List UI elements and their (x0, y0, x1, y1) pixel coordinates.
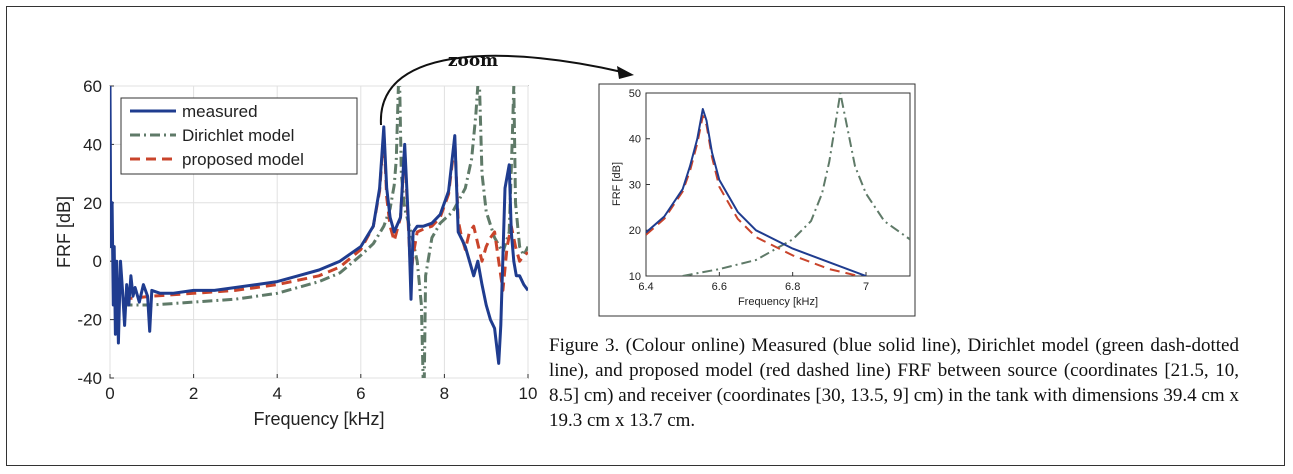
zoom-arrow-head (617, 66, 634, 79)
inset-x-tick-label: 6.4 (638, 281, 653, 293)
inset-chart: 6.4 6.6 6.8 7 10 20 30 40 50 Frequency [kHz] FR… (598, 83, 916, 317)
inset-y-tick-label: 10 (629, 271, 641, 283)
main-y-tick-label: -20 (77, 311, 102, 330)
main-y-tick-label: 0 (93, 252, 102, 271)
main-y-tick-labels: -40 -20 0 20 40 60 (77, 77, 114, 388)
main-series-proposed (122, 131, 528, 301)
main-legend: measured Dirichlet model proposed model (120, 97, 358, 175)
main-x-tick-label: 0 (105, 384, 114, 403)
main-x-tick-label: 6 (356, 384, 365, 403)
inset-y-axis-label: FRF [dB] (611, 162, 623, 206)
inset-y-tick-label: 40 (629, 134, 641, 146)
main-x-tick-label: 4 (272, 384, 281, 403)
inset-plot-area (645, 92, 911, 277)
main-y-tick-label: 20 (83, 194, 102, 213)
main-y-tick-label: -40 (77, 369, 102, 388)
main-series (110, 86, 528, 378)
inset-x-tick-labels: 6.4 6.6 6.8 7 (638, 272, 869, 293)
inset-series-measured (646, 108, 867, 276)
legend-label-proposed: proposed model (182, 150, 304, 169)
zoom-label: zoom (448, 51, 498, 71)
inset-y-tick-labels: 10 20 30 40 50 (629, 88, 650, 283)
inset-x-tick-label: 7 (863, 281, 869, 293)
inset-series (646, 93, 910, 276)
main-y-tick-label: 40 (83, 135, 102, 154)
inset-y-tick-label: 30 (629, 179, 641, 191)
figure-caption: Figure 3. (Colour online) Measured (blue… (549, 335, 1239, 431)
legend-label-measured: measured (182, 102, 258, 121)
inset-series-dirichlet (682, 93, 910, 276)
inset-y-tick-label: 20 (629, 225, 641, 237)
zoom-arrow: zoom (379, 51, 634, 126)
main-x-tick-label: 8 (440, 384, 449, 403)
main-chart: 0 2 4 6 8 10 -40 -20 0 20 40 60 Frequency [kHz] FR… (54, 77, 537, 429)
main-x-tick-labels: 0 2 4 6 8 10 (105, 374, 537, 403)
main-y-tick-label: 60 (83, 77, 102, 96)
inset-x-axis-label: Frequency [kHz] (738, 296, 818, 308)
inset-x-tick-label: 6.8 (785, 281, 800, 293)
main-series-measured (110, 86, 528, 365)
main-x-axis-label: Frequency [kHz] (253, 409, 384, 429)
main-x-tick-label: 2 (189, 384, 198, 403)
main-x-tick-label: 10 (519, 384, 538, 403)
legend-label-dirichlet: Dirichlet model (182, 126, 294, 145)
inset-y-tick-label: 50 (629, 88, 641, 100)
main-y-axis-label: FRF [dB] (54, 196, 74, 268)
figure-frame (6, 6, 1285, 466)
inset-x-tick-label: 6.6 (712, 281, 727, 293)
zoom-arrow-curve (379, 54, 623, 126)
main-grid (109, 85, 529, 379)
